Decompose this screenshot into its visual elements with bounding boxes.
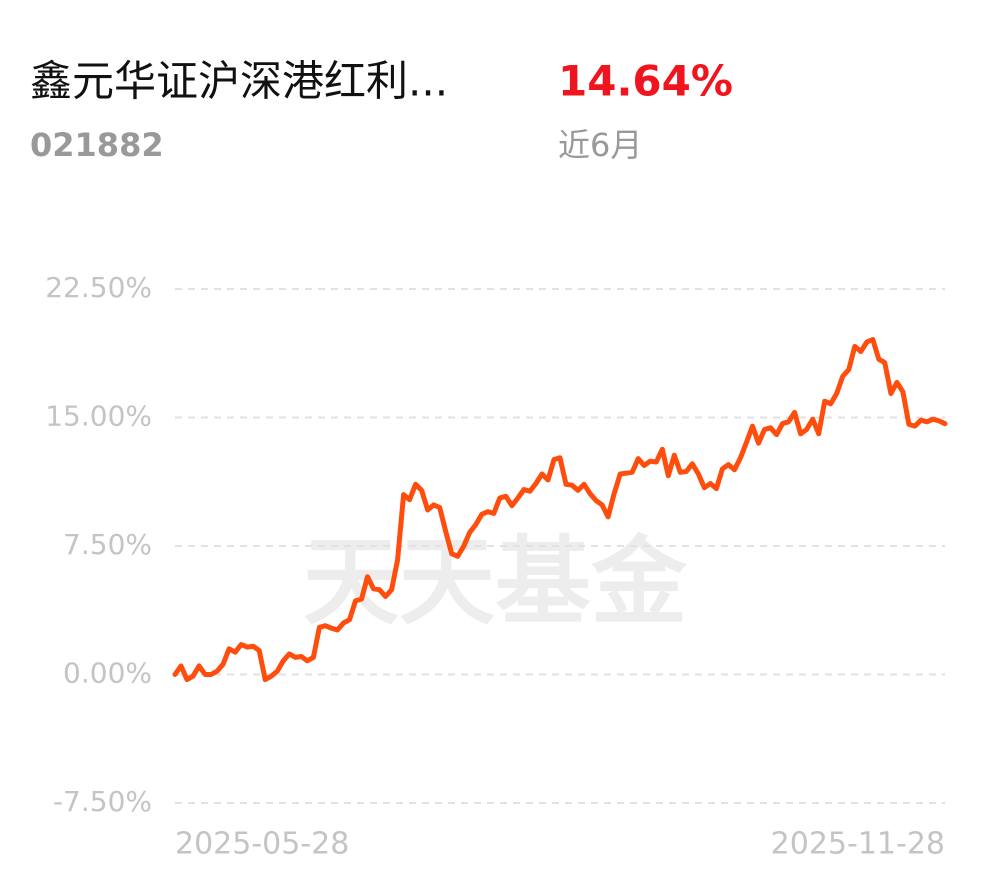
y-tick-label: 15.00% xyxy=(45,400,152,433)
y-tick-label: 7.50% xyxy=(63,528,152,561)
fund-name: 鑫元华证沪深港红利... xyxy=(30,57,448,106)
y-tick-label: -7.50% xyxy=(53,785,152,818)
y-tick-label: 0.00% xyxy=(63,657,152,690)
x-tick-label: 2025-05-28 xyxy=(175,827,349,862)
line xyxy=(172,337,948,683)
y-tick-label: 22.50% xyxy=(45,271,152,304)
x-tick-label: 2025-11-28 xyxy=(771,827,945,862)
return-value: 14.64% xyxy=(558,57,733,106)
fund-code: 021882 xyxy=(30,126,164,164)
watermark: 天天基金 xyxy=(303,525,688,638)
period-label: 近6月 xyxy=(558,126,642,164)
